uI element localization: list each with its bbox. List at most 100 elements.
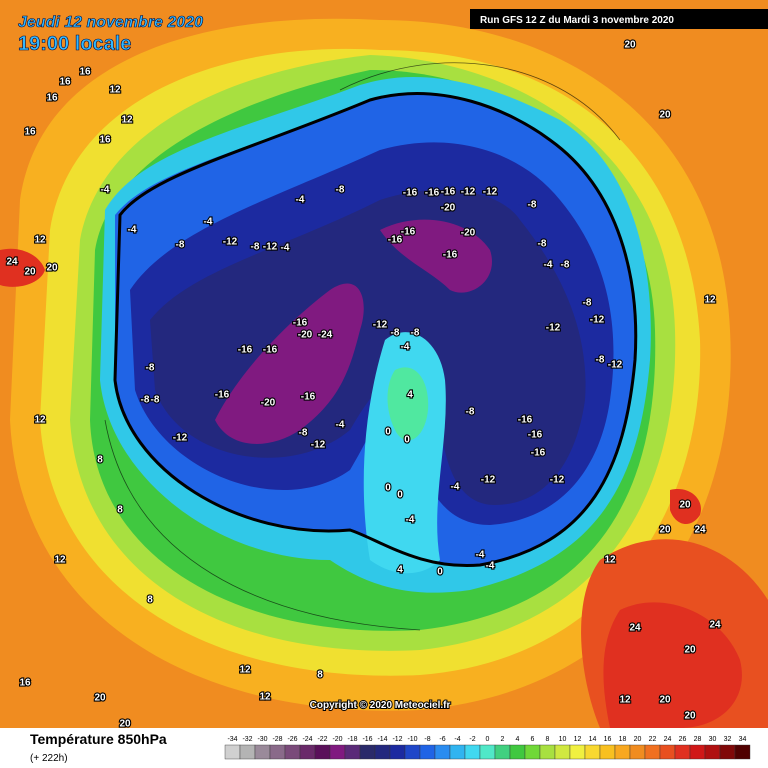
contour-label: -12 bbox=[173, 433, 188, 444]
legend-tick: -28 bbox=[272, 736, 282, 743]
contour-label: 20 bbox=[46, 263, 58, 274]
legend-tick: -4 bbox=[454, 736, 460, 743]
contour-label: -12 bbox=[481, 475, 496, 486]
contour-label: -8 bbox=[561, 260, 570, 271]
contour-label: -8 bbox=[299, 428, 308, 439]
legend-tick: 10 bbox=[559, 736, 567, 743]
contour-label: 12 bbox=[239, 665, 251, 676]
legend-swatch bbox=[569, 744, 586, 760]
legend-tick: 2 bbox=[501, 736, 505, 743]
contour-label: -8 bbox=[336, 185, 345, 196]
legend-tick: -26 bbox=[287, 736, 297, 743]
legend-swatch bbox=[689, 744, 706, 760]
contour-label: -12 bbox=[373, 320, 388, 331]
legend-tick: 16 bbox=[604, 736, 612, 743]
legend-swatch bbox=[329, 744, 346, 760]
contour-label: 0 bbox=[385, 483, 391, 494]
contour-label: -12 bbox=[483, 187, 498, 198]
legend-tick: 34 bbox=[739, 736, 747, 743]
contour-label: 16 bbox=[46, 93, 58, 104]
legend-tick: 8 bbox=[546, 736, 550, 743]
contour-label: -16 bbox=[293, 318, 308, 329]
contour-label: -4 bbox=[486, 561, 495, 572]
contour-label: -12 bbox=[461, 187, 476, 198]
contour-label: -20 bbox=[298, 330, 313, 341]
legend-swatch bbox=[374, 744, 391, 760]
contour-label: -20 bbox=[461, 228, 476, 239]
legend-swatch bbox=[284, 744, 301, 760]
contour-label: -12 bbox=[590, 315, 605, 326]
contour-label: 12 bbox=[34, 235, 46, 246]
contour-label: -12 bbox=[550, 475, 565, 486]
contour-label: 8 bbox=[117, 505, 123, 516]
legend-swatch bbox=[359, 744, 376, 760]
contour-label: -4 bbox=[544, 260, 553, 271]
contour-label: 12 bbox=[604, 555, 616, 566]
legend-swatch bbox=[554, 744, 571, 760]
contour-label: -4 bbox=[204, 217, 213, 228]
legend-tick: -2 bbox=[469, 736, 475, 743]
contour-label: -4 bbox=[101, 185, 110, 196]
contour-label: 12 bbox=[109, 85, 121, 96]
legend-swatch bbox=[704, 744, 721, 760]
contour-label: -16 bbox=[238, 345, 253, 356]
legend-swatch bbox=[464, 744, 481, 760]
contour-label: -4 bbox=[281, 243, 290, 254]
legend-swatch bbox=[614, 744, 631, 760]
legend-tick: -10 bbox=[407, 736, 417, 743]
legend-swatch bbox=[674, 744, 691, 760]
legend-swatch bbox=[254, 744, 271, 760]
legend-tick: 28 bbox=[694, 736, 702, 743]
legend-tick: -16 bbox=[362, 736, 372, 743]
legend-swatch bbox=[719, 744, 736, 760]
contour-label: -12 bbox=[608, 360, 623, 371]
legend-tick: -6 bbox=[439, 736, 445, 743]
contour-label: -8 bbox=[596, 355, 605, 366]
contour-label: 12 bbox=[34, 415, 46, 426]
contour-label: -12 bbox=[311, 440, 326, 451]
legend-swatch bbox=[659, 744, 676, 760]
legend-swatch bbox=[494, 744, 511, 760]
contour-label: -16 bbox=[528, 430, 543, 441]
contour-label: -8 bbox=[141, 395, 150, 406]
legend-swatch bbox=[539, 744, 556, 760]
color-scale: -34 -32 -30 -28 -26 -24 -22 -20 -18 -16 -14 -12 -10-… bbox=[224, 736, 751, 760]
contour-label: 12 bbox=[54, 555, 66, 566]
legend-tick: 6 bbox=[531, 736, 535, 743]
legend-tick: -34 bbox=[227, 736, 237, 743]
contour-label: -8 bbox=[411, 328, 420, 339]
valid-date: Jeudi 12 novembre 2020 bbox=[18, 14, 203, 31]
contour-label: 24 bbox=[629, 623, 641, 634]
local-time: 19:00 locale bbox=[18, 33, 131, 55]
contour-label: 4 bbox=[397, 565, 403, 576]
legend-swatch bbox=[629, 744, 646, 760]
legend-tick: 20 bbox=[634, 736, 642, 743]
run-banner bbox=[470, 9, 768, 29]
legend-swatch bbox=[404, 744, 421, 760]
contour-label: -20 bbox=[261, 398, 276, 409]
contour-label: 20 bbox=[94, 693, 106, 704]
contour-label: 0 bbox=[397, 490, 403, 501]
legend-tick: -18 bbox=[347, 736, 357, 743]
contour-label: -20 bbox=[441, 203, 456, 214]
contour-label: -12 bbox=[223, 237, 238, 248]
legend-swatch bbox=[434, 744, 451, 760]
legend-swatch bbox=[734, 744, 751, 760]
contour-label: -8 bbox=[251, 242, 260, 253]
contour-label: 12 bbox=[704, 295, 716, 306]
contour-label: 20 bbox=[659, 695, 671, 706]
contour-label: 16 bbox=[24, 127, 36, 138]
legend-swatch bbox=[449, 744, 466, 760]
legend-tick: -24 bbox=[302, 736, 312, 743]
legend-swatch bbox=[509, 744, 526, 760]
legend-tick: 32 bbox=[724, 736, 732, 743]
contour-label: -4 bbox=[128, 225, 137, 236]
contour-label: -16 bbox=[263, 345, 278, 356]
contour-label: -16 bbox=[401, 227, 416, 238]
legend-tick: 14 bbox=[589, 736, 597, 743]
contour-label: -4 bbox=[451, 482, 460, 493]
legend-swatch bbox=[224, 744, 241, 760]
contour-label: -8 bbox=[528, 200, 537, 211]
